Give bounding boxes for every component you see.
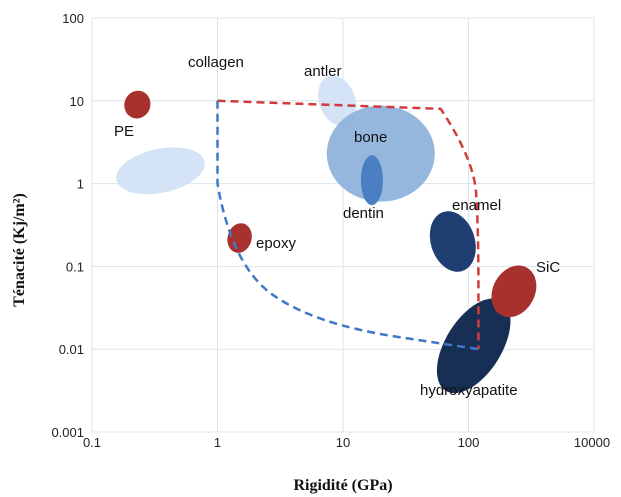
bone-region: [326, 105, 435, 202]
x-tick-label: 1: [214, 435, 221, 450]
y-tick-label: 0.1: [66, 259, 84, 274]
hydroxyapatite-label: hydroxyapatite: [420, 382, 518, 399]
y-tick-label: 10: [70, 94, 84, 109]
dentin-label: dentin: [343, 205, 384, 222]
x-tick-label: 10000: [574, 435, 610, 450]
y-axis-label: Ténacité (Kj/m²): [11, 193, 28, 307]
collagen-label: collagen: [188, 54, 244, 71]
dentin-region: [360, 155, 383, 206]
y-tick-label: 0.01: [59, 342, 84, 357]
pe-label: PE: [114, 123, 134, 140]
enamel-region: [429, 211, 476, 272]
y-tick-label: 100: [62, 11, 84, 26]
sic-label: SiC: [536, 259, 560, 276]
material-regions: [116, 75, 537, 394]
collagen-region: [116, 147, 205, 195]
x-tick-label: 10: [336, 435, 350, 450]
epoxy-label: epoxy: [256, 235, 297, 252]
sic-region: [491, 265, 537, 318]
epoxy-region: [227, 223, 252, 253]
y-tick-label: 0.001: [51, 425, 84, 440]
material-labels: PE collagen antler bone dentin epoxy ena…: [114, 54, 560, 399]
x-tick-labels: 0.1 1 10 100 10000: [83, 435, 610, 450]
red-boundary-line: [217, 99, 480, 350]
hydroxyapatite-region: [436, 298, 511, 394]
bone-label: bone: [354, 129, 387, 146]
x-tick-label: 0.1: [83, 435, 101, 450]
antler-region: [318, 75, 357, 126]
pe-region: [124, 90, 151, 119]
y-tick-labels: 0.001 0.01 0.1 1 10 100: [51, 11, 84, 440]
x-tick-label: 100: [458, 435, 480, 450]
x-axis-label: Rigidité (GPa): [293, 477, 392, 494]
blue-boundary-line: [216, 100, 479, 351]
enamel-label: enamel: [452, 197, 501, 214]
y-tick-label: 1: [77, 177, 84, 192]
antler-label: antler: [304, 63, 342, 80]
